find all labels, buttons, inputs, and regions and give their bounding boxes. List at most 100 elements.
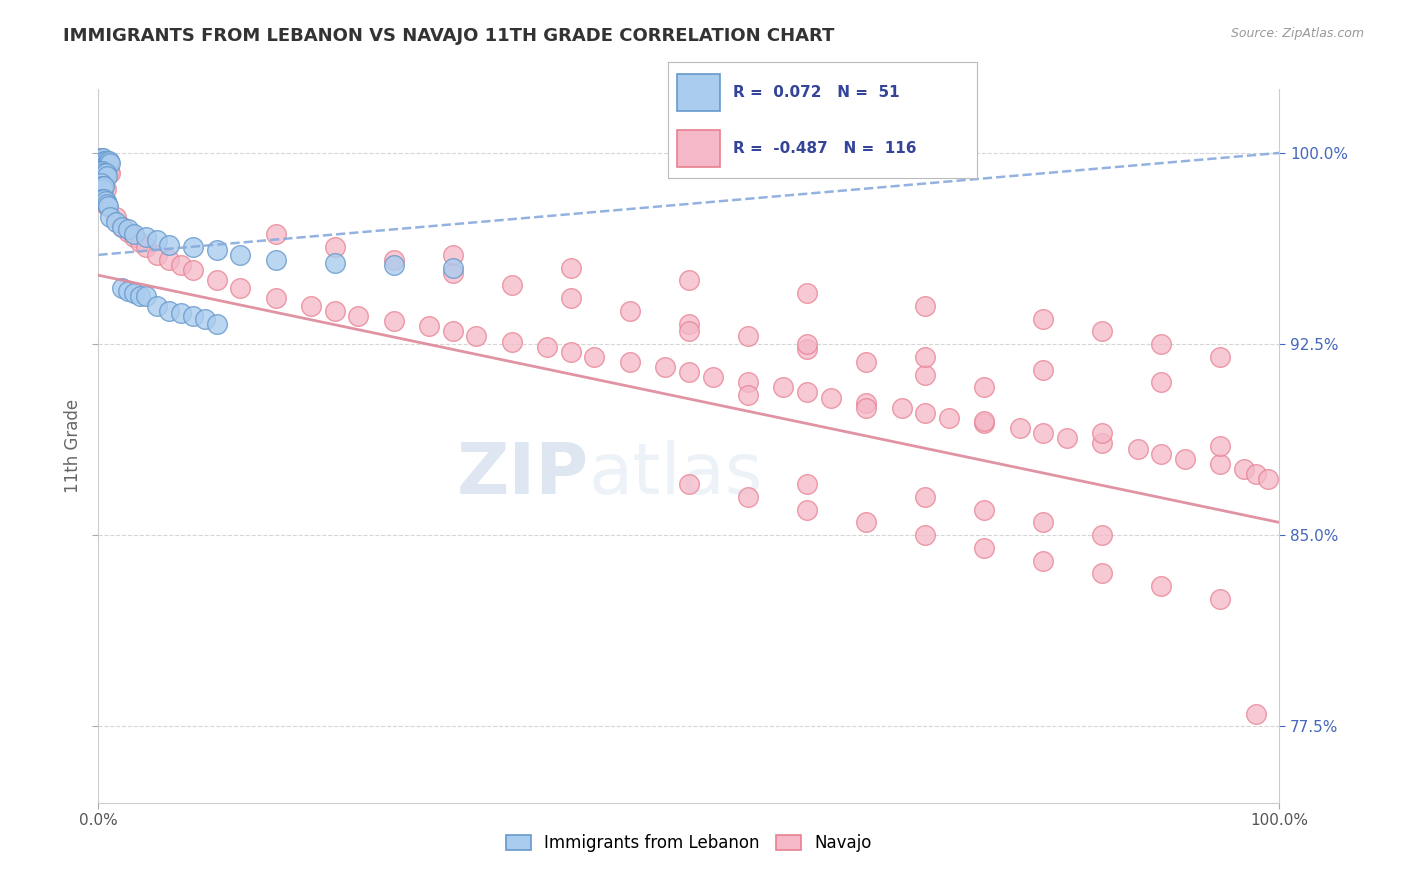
Point — [737, 376, 759, 390]
Point — [890, 401, 912, 415]
Point — [157, 304, 180, 318]
Point — [91, 174, 114, 188]
Point — [98, 156, 121, 170]
Point — [619, 355, 641, 369]
Point — [323, 240, 346, 254]
Point — [96, 199, 118, 213]
Point — [117, 284, 139, 298]
Point — [157, 252, 180, 267]
Point — [157, 237, 180, 252]
Point — [90, 151, 112, 165]
Text: R =  0.072   N =  51: R = 0.072 N = 51 — [733, 85, 900, 100]
Point — [678, 477, 700, 491]
Point — [91, 166, 114, 180]
Point — [702, 370, 724, 384]
Point — [128, 235, 150, 249]
Point — [796, 477, 818, 491]
Point — [323, 255, 346, 269]
Point — [441, 248, 464, 262]
Point — [1209, 591, 1232, 606]
Point — [1209, 350, 1232, 364]
Point — [98, 153, 121, 168]
Point — [90, 177, 112, 191]
Point — [347, 309, 370, 323]
Point — [105, 210, 128, 224]
Point — [560, 291, 582, 305]
Point — [146, 248, 169, 262]
Point — [1032, 554, 1054, 568]
Point — [619, 304, 641, 318]
Point — [205, 243, 228, 257]
Point — [441, 324, 464, 338]
Point — [117, 225, 139, 239]
Point — [796, 502, 818, 516]
Point — [973, 416, 995, 430]
Point — [93, 194, 115, 209]
Point — [93, 192, 115, 206]
Point — [914, 490, 936, 504]
Point — [1091, 426, 1114, 441]
Point — [560, 260, 582, 275]
Point — [93, 179, 115, 194]
Point — [122, 230, 145, 244]
Point — [583, 350, 606, 364]
Point — [94, 153, 117, 168]
Point — [1150, 337, 1173, 351]
Point — [441, 266, 464, 280]
Point — [1056, 431, 1078, 445]
Point — [855, 355, 877, 369]
Point — [91, 151, 114, 165]
Point — [772, 380, 794, 394]
Point — [1244, 706, 1267, 721]
Point — [1150, 376, 1173, 390]
Point — [111, 219, 134, 234]
Point — [229, 281, 252, 295]
Point — [737, 329, 759, 343]
Point — [1032, 362, 1054, 376]
Text: ZIP: ZIP — [457, 440, 589, 509]
Point — [91, 189, 114, 203]
Point — [820, 391, 842, 405]
Point — [737, 388, 759, 402]
Point — [93, 179, 115, 194]
Y-axis label: 11th Grade: 11th Grade — [63, 399, 82, 493]
Point — [1032, 311, 1054, 326]
Point — [1091, 436, 1114, 450]
Point — [170, 306, 193, 320]
Point — [264, 252, 287, 267]
Point — [146, 233, 169, 247]
Point — [94, 181, 117, 195]
Point — [91, 192, 114, 206]
Point — [194, 311, 217, 326]
Legend: Immigrants from Lebanon, Navajo: Immigrants from Lebanon, Navajo — [499, 828, 879, 859]
Point — [914, 406, 936, 420]
Point — [914, 368, 936, 382]
Point — [229, 248, 252, 262]
Point — [97, 199, 120, 213]
Point — [93, 169, 115, 183]
Point — [678, 273, 700, 287]
Point — [128, 288, 150, 302]
Point — [796, 385, 818, 400]
Point — [91, 181, 114, 195]
Point — [441, 260, 464, 275]
Point — [1032, 426, 1054, 441]
Point — [117, 222, 139, 236]
Point — [93, 153, 115, 168]
Point — [96, 156, 118, 170]
Point — [1091, 324, 1114, 338]
Point — [678, 365, 700, 379]
Point — [91, 192, 114, 206]
Point — [91, 194, 114, 209]
Point — [91, 153, 114, 168]
Point — [98, 166, 121, 180]
Point — [111, 281, 134, 295]
Point — [111, 219, 134, 234]
Point — [382, 258, 405, 272]
Point — [96, 169, 118, 183]
Point — [973, 502, 995, 516]
Point — [1233, 462, 1256, 476]
Point — [501, 278, 523, 293]
Point — [855, 401, 877, 415]
Text: Source: ZipAtlas.com: Source: ZipAtlas.com — [1230, 27, 1364, 40]
